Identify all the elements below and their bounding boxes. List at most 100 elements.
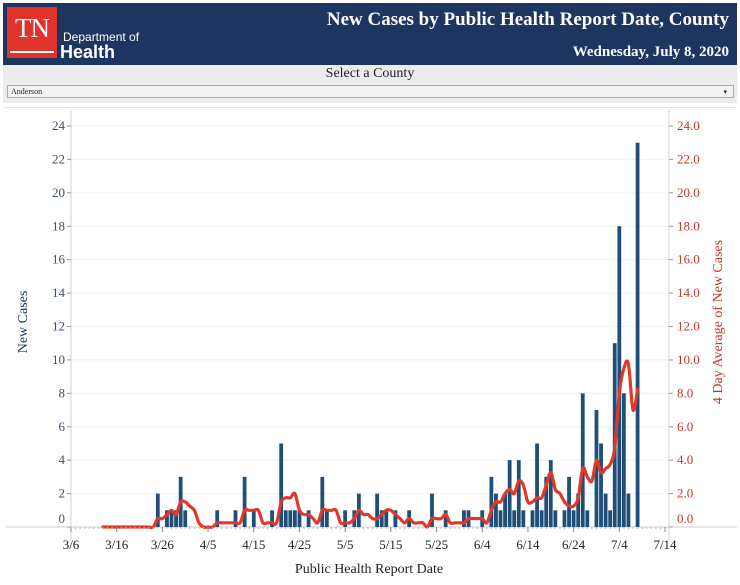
- bar[interactable]: [576, 493, 581, 527]
- bar[interactable]: [608, 510, 613, 527]
- y-tick-label: 2: [59, 486, 66, 501]
- bar[interactable]: [489, 476, 494, 527]
- x-tick-label: 5/5: [337, 537, 354, 552]
- bar[interactable]: [494, 493, 498, 527]
- bar[interactable]: [462, 510, 466, 527]
- bar[interactable]: [503, 493, 507, 527]
- y-tick-label: 14: [52, 285, 66, 300]
- bar[interactable]: [507, 460, 512, 527]
- page-title: New Cases by Public Health Report Date, …: [326, 9, 729, 30]
- y-tick-label: 6: [59, 419, 66, 434]
- bar[interactable]: [516, 460, 521, 527]
- county-filter-bar: Select a County Anderson ▾: [3, 65, 737, 103]
- bar[interactable]: [443, 510, 448, 527]
- bar[interactable]: [165, 510, 169, 527]
- header-banner: TN Department of Health New Cases by Pub…: [3, 3, 737, 65]
- left-axis-title: New Cases: [16, 291, 31, 354]
- bar-series: [155, 142, 640, 528]
- bar[interactable]: [498, 510, 503, 527]
- bar[interactable]: [530, 510, 535, 527]
- tn-logo: TN: [7, 7, 57, 58]
- bar[interactable]: [580, 393, 585, 527]
- x-tick-label: 3/6: [63, 537, 80, 552]
- bar[interactable]: [567, 476, 571, 527]
- report-date: Wednesday, July 8, 2020: [572, 44, 729, 60]
- bar[interactable]: [617, 226, 622, 527]
- bar[interactable]: [215, 510, 220, 527]
- bar[interactable]: [553, 510, 558, 527]
- y-right-tick-label: 20.0: [677, 185, 700, 200]
- y-right-tick-label: 8.0: [677, 385, 693, 400]
- bar[interactable]: [292, 510, 297, 527]
- bar[interactable]: [279, 443, 284, 527]
- chevron-down-icon[interactable]: ▾: [723, 88, 727, 96]
- bar[interactable]: [169, 510, 174, 527]
- bar[interactable]: [621, 393, 626, 527]
- x-tick-label: 3/26: [151, 537, 175, 552]
- bar[interactable]: [288, 510, 293, 527]
- bar[interactable]: [585, 510, 590, 527]
- bar[interactable]: [320, 476, 325, 527]
- y-right-tick-label: 4.0: [677, 452, 693, 467]
- county-select-value: Anderson: [11, 87, 43, 96]
- bar[interactable]: [174, 510, 178, 527]
- bar[interactable]: [535, 443, 539, 527]
- y-tick-label: 8: [59, 385, 66, 400]
- bar[interactable]: [521, 510, 526, 527]
- bar[interactable]: [603, 493, 608, 527]
- gridlines: [71, 125, 669, 495]
- bar[interactable]: [599, 443, 603, 527]
- x-tick-label: 7/14: [653, 537, 677, 552]
- x-tick-label: 5/25: [425, 537, 448, 552]
- bar[interactable]: [242, 476, 247, 527]
- bar[interactable]: [562, 510, 567, 527]
- bar[interactable]: [270, 510, 274, 527]
- bar[interactable]: [384, 510, 389, 527]
- bar[interactable]: [297, 510, 302, 527]
- bar[interactable]: [635, 142, 640, 528]
- county-select[interactable]: Anderson ▾: [7, 85, 734, 98]
- bar[interactable]: [379, 510, 384, 527]
- bar[interactable]: [324, 510, 329, 527]
- bar[interactable]: [375, 493, 380, 527]
- bar[interactable]: [512, 510, 517, 527]
- y-right-tick-label: 24.0: [677, 118, 700, 133]
- bar[interactable]: [594, 410, 599, 527]
- y-tick-label: 20: [52, 185, 65, 200]
- panel-divider: [3, 107, 737, 108]
- x-tick-label: 4/5: [200, 537, 217, 552]
- y-tick-label: 24: [52, 118, 66, 133]
- x-tick-label: 6/4: [474, 537, 491, 552]
- x-tick-label: 7/4: [611, 537, 628, 552]
- y-tick-label: 4: [59, 452, 66, 467]
- right-axis-title: 4 Day Average of New Cases: [711, 240, 726, 404]
- y-tick-label: 18: [52, 218, 65, 233]
- y-right-tick-label: 6.0: [677, 419, 693, 434]
- bar[interactable]: [430, 493, 434, 527]
- average-line: [101, 359, 640, 530]
- bar[interactable]: [283, 510, 288, 527]
- right-axis-ticks: 0.0 2.0 4.0 6.0 8.0 10.0 12.0 14.0 16.0 18.0 20.0 2…: [669, 118, 700, 528]
- x-axis-ticks: 3/6 3/16 3/26 4/5 4/15 4/25 5/5 5/15 5/25 6/4 6/14…: [63, 527, 677, 552]
- bar[interactable]: [548, 460, 553, 527]
- bar[interactable]: [233, 510, 238, 527]
- x-tick-label: 4/25: [288, 537, 311, 552]
- bar[interactable]: [343, 510, 348, 527]
- y-tick-label: 0: [59, 511, 66, 526]
- bar[interactable]: [251, 510, 256, 527]
- x-tick-label: 6/24: [562, 537, 586, 552]
- logo-mark: TN: [15, 13, 50, 43]
- bar[interactable]: [155, 493, 160, 527]
- bar[interactable]: [544, 476, 549, 527]
- bar[interactable]: [393, 510, 398, 527]
- x-axis-title: Public Health Report Date: [295, 562, 443, 577]
- bar[interactable]: [539, 510, 544, 527]
- bar[interactable]: [306, 510, 311, 527]
- bar[interactable]: [571, 510, 576, 527]
- bar[interactable]: [183, 510, 188, 527]
- logo-department-text: Department of: [63, 30, 140, 44]
- bar[interactable]: [626, 493, 631, 527]
- logo-underline: [10, 51, 54, 53]
